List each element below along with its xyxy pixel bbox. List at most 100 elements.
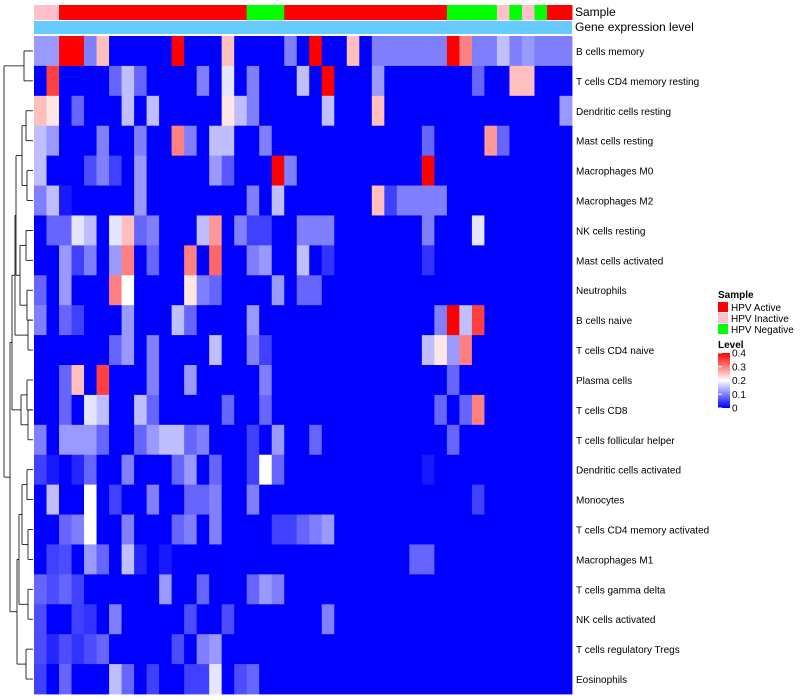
heatmap-cell: [246, 604, 260, 635]
heatmap-cell: [146, 365, 160, 396]
heatmap-cell: [496, 365, 510, 396]
heatmap-cell: [396, 574, 410, 605]
sample-annotation-cell: [496, 5, 510, 20]
heatmap-cell: [534, 664, 548, 695]
heatmap-cell: [446, 484, 460, 515]
heatmap-cell: [196, 65, 210, 97]
heatmap-cell: [384, 544, 398, 575]
heatmap-cell: [246, 514, 260, 545]
heatmap-cell: [359, 36, 373, 67]
heatmap-cell: [284, 185, 298, 216]
heatmap-cell: [521, 634, 535, 665]
heatmap-cell: [71, 36, 85, 67]
heatmap-cell: [96, 305, 110, 336]
heatmap-cell: [196, 574, 210, 605]
heatmap-cell: [334, 335, 348, 366]
heatmap-cell: [484, 424, 498, 456]
heatmap-cell: [109, 155, 122, 186]
heatmap-cell: [384, 245, 398, 276]
sample-annotation-cell: [471, 5, 485, 20]
heatmap-cell: [46, 365, 60, 396]
heatmap-cell: [171, 484, 185, 515]
heatmap-cell: [534, 155, 548, 186]
heatmap-cell: [171, 634, 185, 665]
heatmap-cell: [521, 275, 535, 306]
heatmap-cell: [159, 125, 173, 157]
heatmap-cell: [296, 155, 310, 186]
heatmap-cell: [409, 365, 423, 396]
heatmap-cell: [496, 454, 510, 486]
heatmap-cell: [471, 365, 485, 396]
heatmap-cell: [46, 424, 60, 456]
heatmap-cell: [334, 65, 348, 97]
heatmap-cell: [471, 484, 485, 515]
heatmap-cell: [359, 424, 373, 456]
heatmap-cell: [346, 245, 360, 276]
heatmap-cell: [284, 335, 298, 366]
heatmap-cell: [146, 215, 160, 246]
heatmap-cell: [259, 305, 273, 336]
heatmap-cell: [321, 95, 335, 127]
heatmap-cell: [546, 155, 560, 186]
heatmap-cell: [459, 574, 473, 605]
heatmap-cell: [484, 215, 498, 246]
heatmap-cell: [146, 65, 160, 97]
heatmap-cell: [109, 65, 122, 97]
heatmap-cell: [84, 155, 97, 186]
heatmap-cell: [546, 514, 560, 545]
heatmap-cell: [71, 604, 85, 635]
heatmap-cell: [484, 664, 498, 695]
heatmap-cell: [434, 544, 448, 575]
heatmap-cell: [359, 454, 373, 486]
heatmap-cell: [71, 305, 85, 336]
heatmap-cell: [334, 544, 348, 575]
heatmap-cell: [459, 65, 473, 97]
heatmap-cell: [359, 664, 373, 695]
heatmap-cell: [371, 514, 385, 545]
heatmap-cell: [546, 185, 560, 216]
heatmap-cell: [521, 604, 535, 635]
heatmap-cell: [71, 394, 85, 426]
heatmap-cell: [71, 95, 85, 127]
heatmap-cell: [34, 65, 47, 97]
heatmap-cell: [309, 125, 323, 157]
heatmap-cell: [434, 574, 448, 605]
heatmap-cell: [321, 125, 335, 157]
heatmap-cell: [34, 335, 47, 366]
heatmap-cell: [446, 36, 460, 67]
heatmap-cell: [184, 424, 198, 456]
sample-annotation-cell: [484, 5, 498, 20]
heatmap-cell: [46, 305, 60, 336]
heatmap-cell: [134, 394, 148, 426]
row-label: NK cells resting: [576, 226, 645, 237]
heatmap-cell: [359, 604, 373, 635]
heatmap-cell: [296, 275, 310, 306]
heatmap-cell: [259, 36, 273, 67]
heatmap-cell: [246, 664, 260, 695]
heatmap-cell: [296, 484, 310, 515]
heatmap-cell: [284, 394, 298, 426]
heatmap-cell: [521, 484, 535, 515]
heatmap-cell: [459, 95, 473, 127]
heatmap-cell: [134, 215, 148, 246]
heatmap-cell: [84, 604, 97, 635]
heatmap-cell: [46, 604, 60, 635]
heatmap-cell: [134, 634, 148, 665]
heatmap-cell: [534, 454, 548, 486]
heatmap-cell: [96, 125, 110, 157]
heatmap-cell: [234, 424, 248, 456]
heatmap-cell: [121, 634, 135, 665]
heatmap-cell: [34, 424, 47, 456]
sample-annotation-cell: [46, 5, 60, 20]
heatmap-cell: [109, 544, 122, 575]
heatmap-cell: [509, 365, 523, 396]
heatmap-cell: [109, 36, 122, 67]
heatmap-cell: [121, 514, 135, 545]
heatmap-cell: [371, 335, 385, 366]
heatmap-cell: [446, 245, 460, 276]
heatmap-cell: [334, 634, 348, 665]
heatmap-cell: [309, 275, 323, 306]
heatmap-cell: [296, 454, 310, 486]
heatmap-cell: [259, 544, 273, 575]
heatmap-cell: [521, 574, 535, 605]
